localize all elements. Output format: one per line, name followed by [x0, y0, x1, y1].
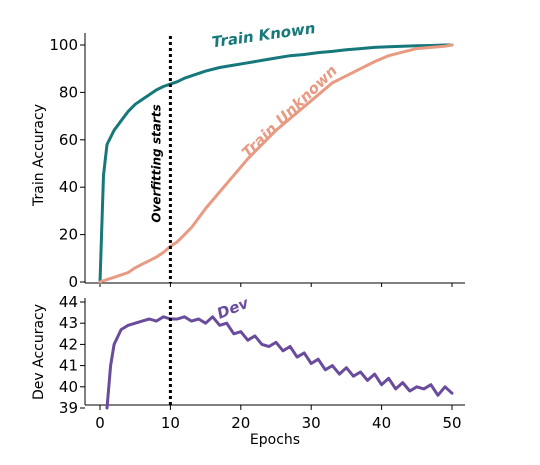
x-tick-label: 20 — [231, 414, 250, 432]
bottom-y-axis-label: Dev Accuracy — [31, 304, 47, 400]
dev-accuracy-plot: 39 40 41 42 43 44 0 10 20 30 40 50 Dev Accuracy Ep… — [31, 293, 465, 448]
dev-label: Dev — [214, 293, 252, 322]
x-axis-label: Epochs — [250, 432, 300, 448]
x-tick-label: 50 — [442, 414, 461, 432]
train-unknown-label: Train Unknown — [238, 61, 341, 161]
y-tick-label: 100 — [49, 36, 78, 54]
x-tick-label: 10 — [161, 414, 180, 432]
y-tick-label: 20 — [59, 226, 78, 244]
top-y-ticks: 0 20 40 60 80 100 — [49, 36, 85, 291]
series-line-dev — [105, 315, 454, 410]
y-tick-label: 40 — [59, 178, 78, 196]
y-tick-label: 42 — [59, 335, 78, 353]
y-tick-label: 80 — [59, 83, 78, 101]
y-tick-label: 41 — [59, 357, 78, 375]
bottom-y-ticks: 39 40 41 42 43 44 — [59, 293, 85, 417]
y-tick-label: 39 — [59, 399, 78, 417]
y-tick-label: 0 — [68, 273, 78, 291]
train-series-group — [98, 43, 454, 284]
x-tick-label: 30 — [302, 414, 321, 432]
top-x-ticks — [99, 283, 453, 287]
y-tick-label: 40 — [59, 378, 78, 396]
x-tick-label: 40 — [372, 414, 391, 432]
train-known-label: Train Known — [211, 19, 317, 51]
x-tick-label: 0 — [95, 414, 105, 432]
top-y-axis-label: Train Accuracy — [31, 104, 47, 207]
overfitting-annotation: Overfitting starts — [149, 104, 163, 222]
series-line-train-known — [98, 43, 454, 284]
train-accuracy-plot: 0 20 40 60 80 100 Train Accuracy Overfitting … — [31, 19, 465, 291]
y-tick-label: 43 — [59, 314, 78, 332]
bottom-x-ticks: 0 10 20 30 40 50 — [95, 405, 462, 432]
series-line-train-unknown — [98, 43, 454, 284]
dev-series-group — [105, 315, 454, 410]
y-tick-label: 60 — [59, 131, 78, 149]
y-tick-label: 44 — [59, 293, 78, 311]
